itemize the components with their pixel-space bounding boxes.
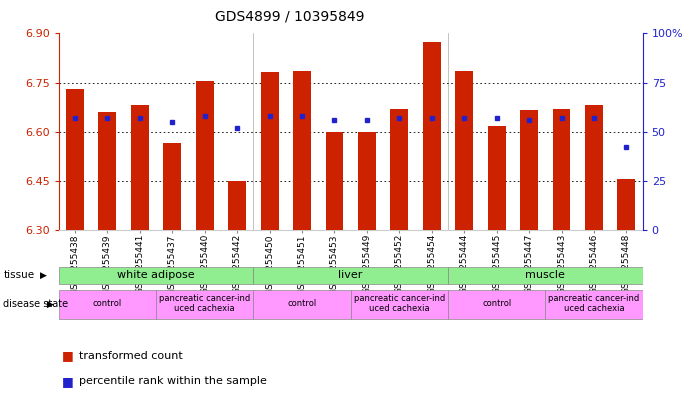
Text: tissue: tissue	[3, 270, 35, 281]
Text: pancreatic cancer-ind
uced cachexia: pancreatic cancer-ind uced cachexia	[159, 294, 250, 313]
Bar	[254, 267, 448, 284]
Bar	[618, 179, 635, 230]
Text: disease state: disease state	[3, 299, 68, 309]
Bar	[455, 71, 473, 230]
Bar	[196, 81, 214, 230]
Text: percentile rank within the sample: percentile rank within the sample	[79, 376, 267, 386]
Text: pancreatic cancer-ind
uced cachexia: pancreatic cancer-ind uced cachexia	[354, 294, 445, 313]
Bar	[390, 109, 408, 230]
Text: ■: ■	[62, 375, 74, 388]
Text: liver: liver	[339, 270, 363, 280]
Bar	[99, 112, 116, 230]
Bar	[59, 267, 254, 284]
Bar	[325, 132, 343, 230]
Bar	[358, 132, 376, 230]
Bar	[66, 89, 84, 230]
Bar	[163, 143, 181, 230]
Bar	[293, 71, 311, 230]
Text: control: control	[287, 299, 316, 308]
Text: control: control	[482, 299, 511, 308]
Text: ■: ■	[62, 349, 74, 362]
Text: GDS4899 / 10395849: GDS4899 / 10395849	[216, 10, 365, 24]
Text: muscle: muscle	[525, 270, 565, 280]
Text: ▶: ▶	[40, 271, 47, 280]
Text: control: control	[93, 299, 122, 308]
Text: white adipose: white adipose	[117, 270, 195, 280]
Bar	[261, 72, 278, 230]
Bar	[585, 105, 603, 230]
Bar	[448, 290, 545, 319]
Bar	[254, 290, 350, 319]
Bar	[131, 105, 149, 230]
Bar	[350, 290, 448, 319]
Text: ▶: ▶	[47, 300, 54, 309]
Bar	[520, 110, 538, 230]
Text: pancreatic cancer-ind
uced cachexia: pancreatic cancer-ind uced cachexia	[549, 294, 640, 313]
Bar	[156, 290, 254, 319]
Text: transformed count: transformed count	[79, 351, 183, 361]
Bar	[59, 290, 156, 319]
Bar	[423, 42, 441, 230]
Bar	[553, 109, 571, 230]
Bar	[488, 126, 506, 230]
Bar	[545, 290, 643, 319]
Bar	[448, 267, 643, 284]
Bar	[228, 182, 246, 230]
